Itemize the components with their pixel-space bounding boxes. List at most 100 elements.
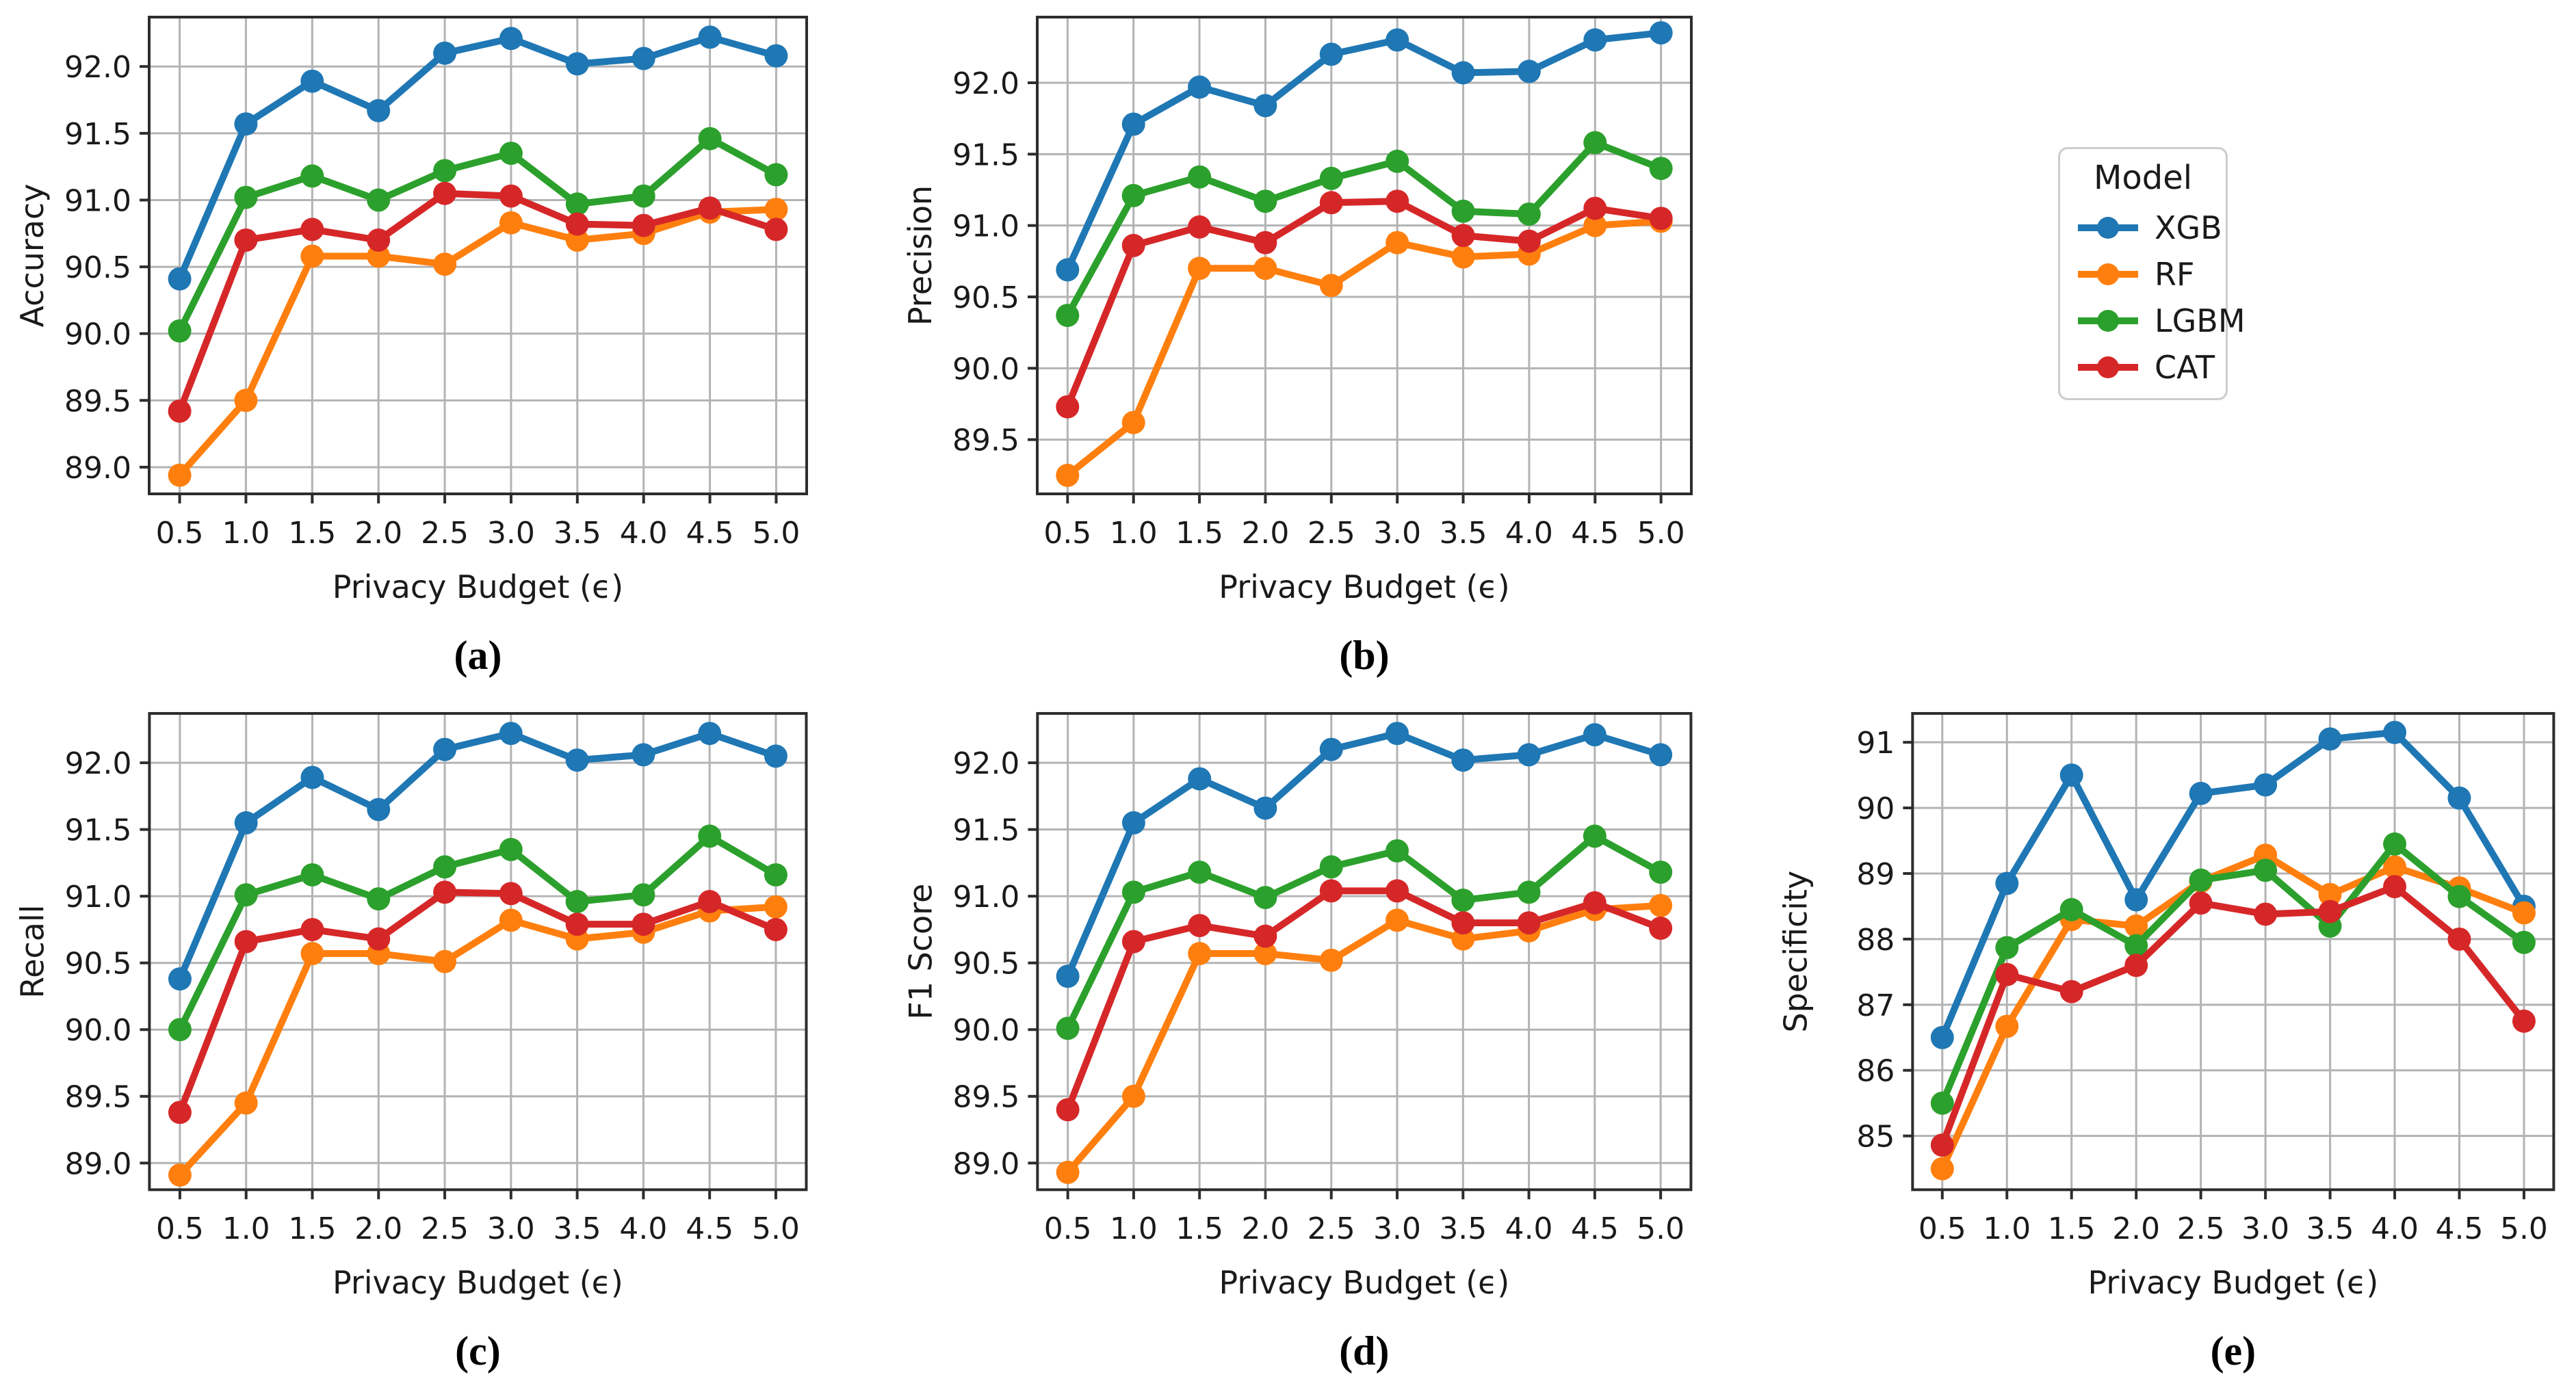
data-point-RF (1188, 257, 1212, 280)
data-point-XGB (2318, 727, 2342, 751)
data-point-CAT (234, 930, 258, 954)
x-tick-label: 2.5 (421, 516, 469, 551)
x-tick-label: 4.5 (686, 516, 734, 551)
data-point-LGBM (433, 855, 457, 879)
data-point-XGB (1649, 21, 1673, 44)
y-tick-label: 92.0 (65, 746, 132, 781)
data-point-XGB (698, 25, 722, 49)
legend-sample-line-icon (2078, 356, 2138, 378)
data-point-LGBM (1319, 166, 1343, 190)
data-point-LGBM (698, 824, 722, 848)
data-point-RF (499, 908, 523, 932)
y-tick-label: 91 (1856, 726, 1895, 761)
data-point-LGBM (1995, 936, 2019, 960)
data-point-RF (1188, 942, 1212, 966)
data-point-XGB (2447, 786, 2471, 810)
x-tick-label: 3.0 (2241, 1211, 2289, 1246)
data-point-CAT (367, 228, 391, 252)
y-axis-label: Recall (14, 905, 51, 999)
data-point-CAT (2254, 902, 2278, 926)
x-tick-label: 3.5 (2306, 1211, 2354, 1246)
data-point-RF (300, 244, 324, 268)
data-point-LGBM (632, 184, 655, 208)
x-tick-label: 1.0 (1110, 516, 1158, 551)
y-tick-label: 85 (1856, 1120, 1895, 1155)
legend-item-XGB: XGB (2060, 212, 2226, 244)
data-point-RF (1121, 1084, 1145, 1108)
data-point-LGBM (2254, 858, 2278, 882)
data-point-LGBM (1451, 889, 1475, 912)
data-point-LGBM (300, 863, 324, 887)
data-point-XGB (1649, 743, 1673, 767)
data-point-CAT (1056, 1098, 1080, 1122)
legend-sample-line-icon (2078, 217, 2138, 239)
data-point-XGB (1319, 737, 1343, 761)
subplot-caption: (b) (1339, 633, 1389, 678)
x-tick-label: 2.5 (2177, 1211, 2225, 1246)
data-point-RF (300, 942, 324, 966)
y-tick-label: 91.0 (953, 880, 1020, 915)
data-point-CAT (764, 218, 788, 241)
data-point-LGBM (1319, 855, 1343, 879)
x-tick-label: 2.0 (2112, 1211, 2160, 1246)
data-point-XGB (2059, 763, 2083, 787)
data-point-XGB (2124, 888, 2148, 912)
legend-sample-line-icon (2078, 310, 2138, 332)
x-tick-label: 5.0 (752, 1211, 800, 1246)
x-tick-label: 2.5 (421, 1211, 469, 1246)
data-point-CAT (1517, 229, 1541, 253)
series-line-XGB (176, 34, 780, 283)
plot-border (148, 711, 808, 1192)
x-tick-label: 3.5 (554, 516, 601, 551)
x-tick-label: 3.5 (1440, 516, 1487, 551)
data-point-XGB (367, 798, 391, 822)
data-point-CAT (1649, 916, 1673, 940)
legend-cell: Model XGB RF LGBM CAT (1717, 0, 2576, 696)
data-point-XGB (698, 722, 722, 746)
data-point-XGB (1451, 61, 1475, 85)
data-point-XGB (433, 41, 457, 65)
subplot-caption: (e) (2211, 1328, 2256, 1374)
data-point-CAT (1451, 224, 1475, 248)
x-tick-label: 4.0 (620, 516, 668, 551)
data-point-XGB (234, 811, 258, 835)
x-tick-label: 3.0 (487, 516, 535, 551)
x-tick-label: 4.0 (619, 1211, 667, 1246)
data-point-LGBM (1649, 861, 1673, 884)
data-point-LGBM (2383, 832, 2407, 856)
y-tick-label: 92.0 (64, 50, 131, 85)
data-point-LGBM (168, 1018, 192, 1042)
legend-item-label: CAT (2155, 349, 2215, 386)
legend-item-label: RF (2155, 256, 2195, 293)
x-tick-label: 4.0 (1505, 1211, 1553, 1246)
data-point-RF (764, 895, 788, 919)
data-point-LGBM (300, 164, 324, 188)
data-point-RF (1253, 257, 1277, 280)
data-point-RF (565, 228, 589, 252)
y-axis-label: Precision (902, 185, 939, 326)
series-line-XGB (1064, 29, 1665, 274)
line-chart-svg: 0.5 1.0 1.5 2.0 2.5 3.0 3.5 4.0 4.5 5.0 89.0 89.5 90… (14, 16, 808, 678)
data-point-LGBM (499, 142, 523, 166)
data-point-CAT (1385, 879, 1409, 903)
data-point-LGBM (764, 863, 788, 887)
data-point-CAT (1451, 911, 1475, 935)
data-point-LGBM (234, 185, 258, 209)
data-point-LGBM (698, 127, 722, 150)
data-point-CAT (1995, 962, 2019, 986)
data-point-CAT (1121, 233, 1145, 257)
data-point-CAT (1583, 196, 1607, 220)
x-axis-label: Privacy Budget (ϵ) (1219, 1264, 1509, 1301)
legend-item-label: XGB (2155, 209, 2222, 246)
data-point-XGB (1188, 75, 1212, 99)
data-point-RF (234, 1091, 258, 1115)
data-point-CAT (2447, 927, 2471, 951)
data-point-CAT (1930, 1133, 1954, 1157)
data-point-CAT (1253, 924, 1277, 948)
data-point-RF (1253, 942, 1277, 966)
series-line-XGB (176, 730, 779, 983)
data-point-RF (1121, 410, 1145, 434)
legend-title: Model (2093, 159, 2193, 197)
data-point-LGBM (565, 890, 589, 913)
data-point-LGBM (1385, 149, 1409, 173)
